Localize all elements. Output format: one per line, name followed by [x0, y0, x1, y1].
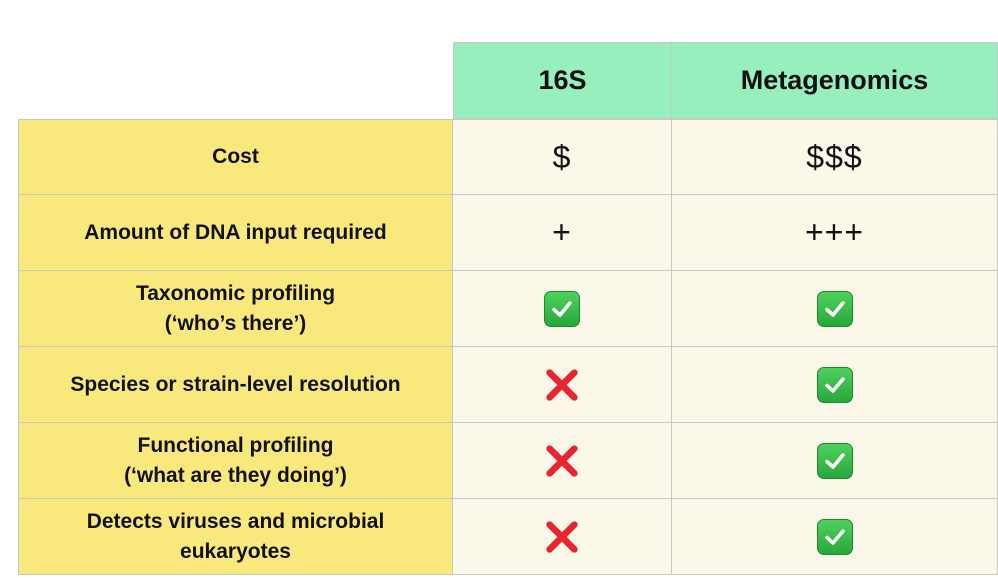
- row-label-line2: eukaryotes: [180, 539, 291, 563]
- cell-16s-value: [453, 347, 672, 423]
- cross-icon: [546, 444, 578, 477]
- dna-16s-symbol: +: [552, 214, 572, 250]
- row-label: Detects viruses and microbial eukaryotes: [18, 499, 453, 575]
- row-label: Amount of DNA input required: [18, 195, 453, 271]
- check-icon: [544, 290, 580, 327]
- header-metagenomics: Metagenomics: [672, 42, 998, 119]
- header-row: 16S Metagenomics: [18, 42, 998, 119]
- dna-meta-symbol: +++: [804, 214, 865, 250]
- table-row-taxonomic-profiling: Taxonomic profiling (‘who’s there’): [18, 271, 998, 347]
- cell-metagenomics-value: [672, 499, 998, 575]
- table-row-cost: Cost $ $$$: [18, 119, 998, 195]
- cell-16s-value: [453, 423, 672, 499]
- check-icon: [816, 366, 853, 403]
- table-row-species-resolution: Species or strain-level resolution: [18, 347, 998, 423]
- table-row-functional-profiling: Functional profiling (‘what are they doi…: [18, 423, 998, 499]
- table-row-dna-input: Amount of DNA input required + +++: [18, 195, 998, 271]
- row-label: Taxonomic profiling (‘who’s there’): [18, 271, 453, 347]
- cross-icon: [546, 520, 578, 553]
- cell-metagenomics-value: [672, 423, 998, 499]
- cell-16s-value: $: [453, 119, 672, 195]
- cross-icon: [546, 368, 578, 401]
- row-label-line2: (‘what are they doing’): [124, 463, 347, 487]
- row-label: Species or strain-level resolution: [18, 347, 453, 423]
- cell-16s-value: +: [453, 195, 672, 271]
- header-16s: 16S: [453, 42, 672, 119]
- cell-metagenomics-value: +++: [672, 195, 998, 271]
- row-label-line1: Functional profiling: [137, 433, 334, 457]
- check-icon: [816, 442, 853, 479]
- cell-metagenomics-value: [672, 271, 998, 347]
- cost-16s-symbol: $: [552, 138, 572, 175]
- row-label-line1: Detects viruses and microbial: [86, 509, 385, 533]
- row-label: Functional profiling (‘what are they doi…: [18, 423, 453, 499]
- cell-16s-value: [453, 271, 672, 347]
- cell-metagenomics-value: $$$: [672, 119, 998, 195]
- cost-meta-symbol: $$$: [806, 138, 863, 175]
- table-row-viruses-eukaryotes: Detects viruses and microbial eukaryotes: [18, 499, 998, 575]
- row-label-line2: (‘who’s there’): [164, 311, 307, 335]
- cell-16s-value: [453, 499, 672, 575]
- check-icon: [816, 290, 853, 327]
- header-blank-cell: [18, 42, 453, 119]
- row-label-line1: Taxonomic profiling: [135, 281, 336, 305]
- cell-metagenomics-value: [672, 347, 998, 423]
- comparison-table: 16S Metagenomics Cost $ $$$ Amount of DN…: [18, 42, 998, 575]
- check-icon: [816, 518, 853, 555]
- row-label: Cost: [18, 119, 453, 195]
